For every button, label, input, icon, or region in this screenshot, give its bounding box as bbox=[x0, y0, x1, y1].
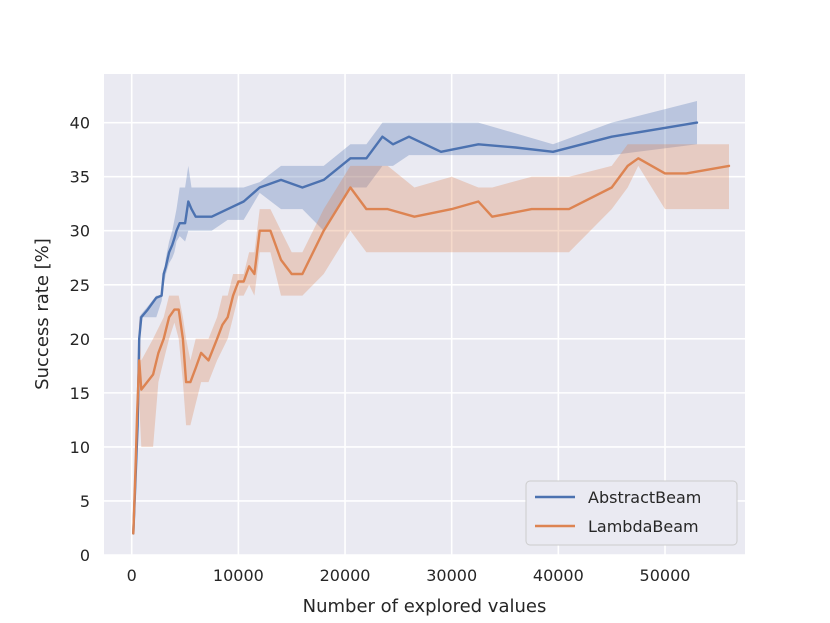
y-tick-label: 10 bbox=[70, 438, 90, 457]
y-tick-label: 0 bbox=[80, 546, 90, 565]
legend-label-abstractbeam: AbstractBeam bbox=[588, 488, 701, 507]
y-tick-label: 35 bbox=[70, 168, 90, 187]
grid-lines bbox=[104, 74, 745, 556]
x-tick-label: 0 bbox=[127, 566, 137, 585]
y-tick-label: 40 bbox=[70, 114, 90, 133]
x-tick-label: 50000 bbox=[640, 566, 691, 585]
series-lines bbox=[132, 121, 731, 535]
x-tick-label: 20000 bbox=[320, 566, 371, 585]
legend-label-lambdabeam: LambdaBeam bbox=[588, 517, 699, 536]
legend-box bbox=[525, 480, 738, 546]
confidence-bands bbox=[133, 101, 730, 534]
series-line-abstractbeam bbox=[132, 121, 699, 535]
y-axis-label: Success rate [%] bbox=[32, 238, 53, 390]
band-lambdabeam bbox=[133, 144, 730, 534]
y-tick-label: 25 bbox=[70, 276, 90, 295]
x-axis-label: Number of explored values bbox=[303, 596, 547, 617]
x-tick-label: 10000 bbox=[213, 566, 264, 585]
y-tick-labels: 0 5 10 15 20 25 30 35 40 bbox=[70, 114, 90, 565]
x-tick-labels: 0 10000 20000 30000 40000 50000 bbox=[127, 566, 691, 585]
series-line-lambdabeam bbox=[132, 157, 731, 535]
x-tick-label: 30000 bbox=[426, 566, 477, 585]
y-tick-label: 5 bbox=[80, 492, 90, 511]
plot-background bbox=[104, 74, 745, 555]
y-tick-label: 20 bbox=[70, 330, 90, 349]
y-tick-label: 30 bbox=[70, 222, 90, 241]
y-tick-label: 15 bbox=[70, 384, 90, 403]
x-tick-label: 40000 bbox=[533, 566, 584, 585]
band-abstractbeam bbox=[133, 101, 698, 534]
legend: AbstractBeam LambdaBeam bbox=[525, 480, 738, 546]
